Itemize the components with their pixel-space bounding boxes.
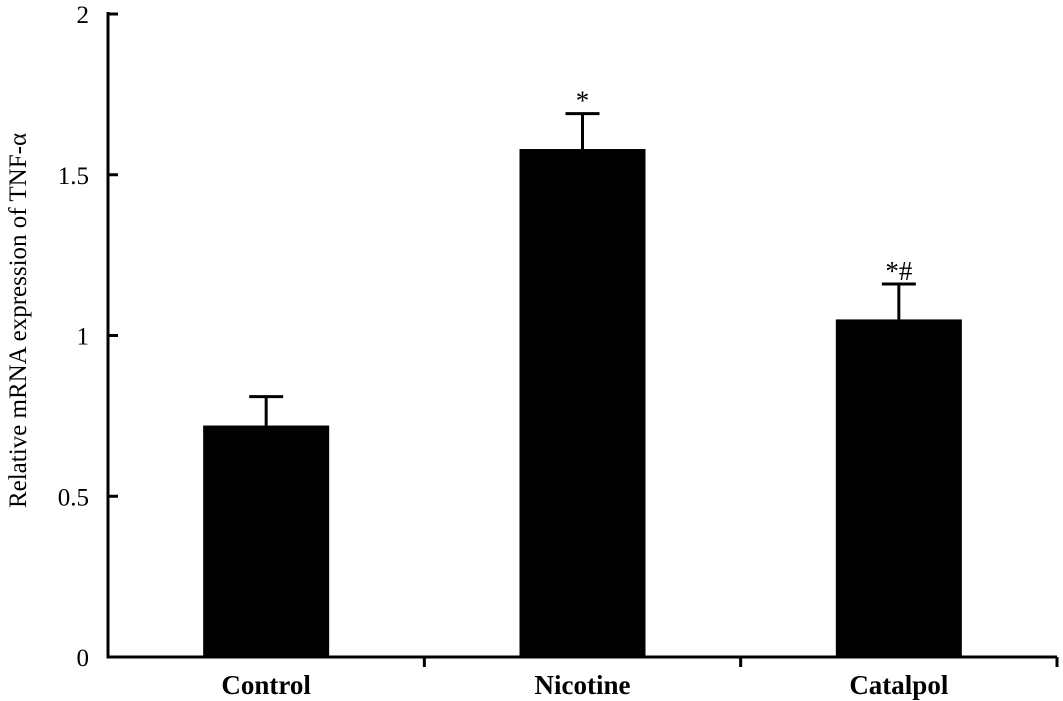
bar-catalpol [835, 319, 962, 657]
bar-control [203, 425, 330, 657]
significance-annotation: *# [885, 256, 913, 286]
y-tick-label: 1.5 [58, 163, 89, 190]
bar-nicotine [519, 149, 646, 657]
y-tick-label: 2 [77, 2, 90, 29]
y-axis-title: Relative mRNA expression of TNF-α [5, 133, 32, 508]
x-category-label: Control [221, 670, 311, 700]
x-category-label: Catalpol [849, 670, 949, 700]
y-tick-label: 0.5 [58, 484, 89, 511]
y-tick-label: 1 [77, 324, 90, 351]
x-category-label: Nicotine [535, 670, 631, 700]
plot-area: 0 0.5 1 1.5 2 Control Nicotine * Catalpol *# [58, 2, 1059, 700]
y-tick-label: 0 [77, 645, 90, 672]
significance-annotation: * [576, 86, 590, 116]
